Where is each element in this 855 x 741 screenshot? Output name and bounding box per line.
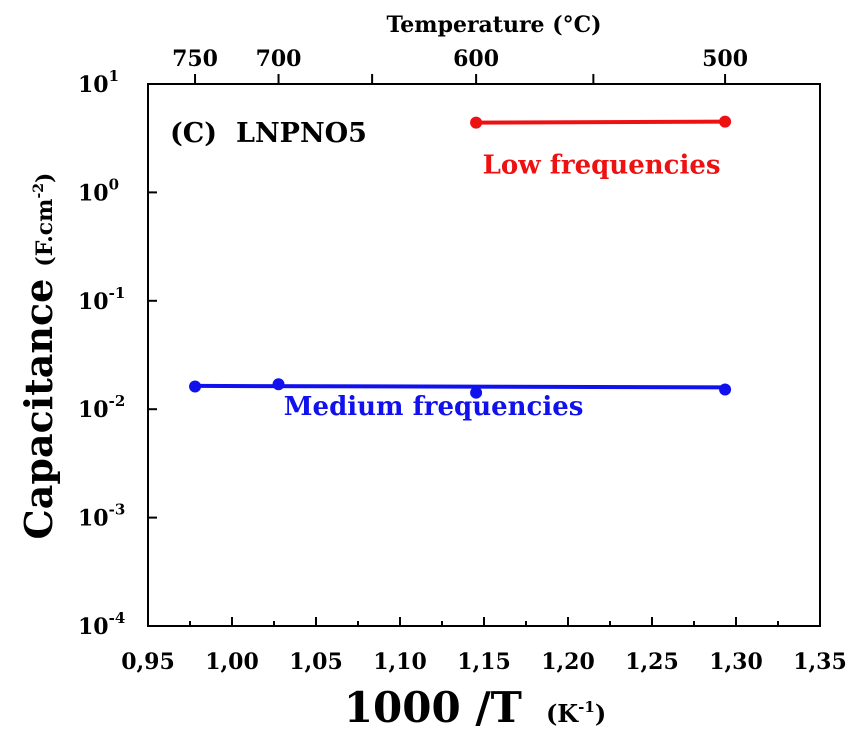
data-point-0-1	[719, 115, 732, 128]
y-tick-label-exponent: -2	[109, 392, 126, 410]
y-tick-label: 10-4	[78, 609, 125, 640]
y-tick-label-base: 10	[78, 614, 109, 640]
series-label-0: Low frequencies	[483, 150, 721, 180]
y-tick-label-exponent: -4	[109, 609, 126, 627]
y-tick-label-base: 10	[78, 289, 109, 315]
x-axis-unit-close: )	[595, 699, 606, 728]
x-axis-unit-sup: -1	[578, 698, 595, 716]
x-tick-label: 0,95	[121, 649, 175, 675]
x-axis-title: 1000 /T (K-1)	[344, 683, 606, 732]
y-tick-label: 10-2	[78, 392, 125, 423]
x-tick-label: 1,10	[373, 649, 427, 675]
x-tick-label: 1,05	[289, 649, 343, 675]
y-axis-unit-sup: -2	[31, 183, 47, 199]
data-point-1-2	[470, 386, 483, 399]
data-marks-group: Low frequencies Medium frequencies	[189, 115, 732, 422]
panel-label: (C)	[170, 118, 217, 149]
y-axis-unit: (F.cm	[32, 199, 58, 267]
top-tick-label: 700	[256, 46, 302, 72]
y-tick-label-exponent: -1	[109, 284, 126, 302]
x-tick-label: 1,00	[205, 649, 259, 675]
y-tick-label-exponent: 1	[109, 67, 119, 85]
x-tick-label: 1,15	[457, 649, 511, 675]
data-point-0-0	[470, 116, 483, 129]
y-tick-label-base: 10	[78, 397, 109, 423]
x-tick-label: 1,35	[793, 649, 847, 675]
top-tick-label: 750	[172, 46, 218, 72]
y-tick-label-exponent: 0	[109, 175, 119, 193]
y-tick-label-base: 10	[78, 72, 109, 98]
x-tick-label: 1,20	[541, 649, 595, 675]
y-tick-label-exponent: -3	[109, 501, 126, 519]
data-point-1-0	[189, 380, 202, 393]
top-tick-label: 500	[702, 46, 748, 72]
top-axis-title: Temperature (°C)	[386, 12, 601, 38]
y-axis-title: Capacitance (F.cm-2)	[16, 173, 61, 540]
x-axis-title-main: 1000 /T	[344, 683, 522, 732]
y-tick-label-base: 10	[78, 180, 109, 206]
y-tick-label: 10-1	[78, 284, 125, 315]
x-axis-unit: (K	[546, 699, 579, 728]
y-axis-title-main: Capacitance	[16, 279, 61, 540]
y-tick-label-base: 10	[78, 506, 109, 532]
series-label-1: Medium frequencies	[284, 392, 584, 422]
y-axis-title-group: Capacitance (F.cm-2)	[16, 173, 61, 540]
y-axis-unit-close: )	[32, 173, 58, 183]
sample-label: LNPNO5	[236, 118, 367, 149]
data-point-1-3	[719, 383, 732, 396]
x-tick-label: 1,25	[625, 649, 679, 675]
y-tick-label: 10-3	[78, 501, 125, 532]
series-fit-line-0	[476, 119, 726, 125]
y-tick-label: 101	[78, 67, 119, 98]
x-tick-label: 1,30	[709, 649, 763, 675]
axes-group: 0,95 1,00 1,05 1,10 1,15 1,20 1,25 1,30 1,3510-4…	[78, 46, 847, 675]
y-tick-label: 100	[78, 175, 119, 206]
data-point-1-1	[272, 378, 285, 391]
top-tick-label: 600	[453, 46, 499, 72]
